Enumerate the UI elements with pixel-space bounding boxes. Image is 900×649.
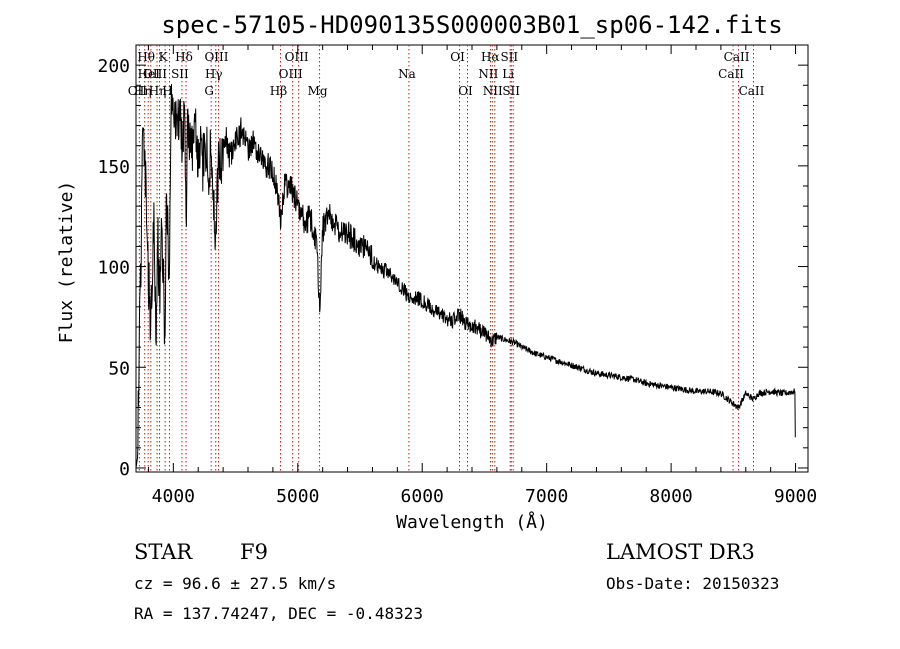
object-class: STAR — [134, 540, 193, 564]
line-label-2: Hθ — [137, 50, 155, 64]
line-label-8: SII — [171, 67, 189, 81]
line-label-19: OI — [458, 84, 473, 98]
object-subclass: F9 — [240, 540, 268, 564]
y-tick-label-3: 150 — [97, 157, 130, 178]
spectral-line-markers — [138, 45, 754, 472]
line-label-17: Na — [398, 67, 416, 81]
survey-label: LAMOST DR3 — [606, 540, 755, 564]
x-tick-label-2: 6000 — [401, 486, 444, 507]
axis-ticks: 4000 5000 6000 7000 8000 9000 0 50 100 150 200 — [97, 45, 817, 507]
line-label-24: SII — [500, 50, 518, 64]
line-label-14: OIII — [279, 67, 303, 81]
spectrum-series — [135, 84, 796, 469]
line-label-25: SII — [502, 84, 520, 98]
line-label-15: OIII — [285, 50, 309, 64]
line-label-12: OIII — [204, 50, 228, 64]
line-label-23: Li — [502, 67, 514, 81]
line-label-3: HeI — [138, 67, 161, 81]
line-label-16: Mg — [308, 84, 328, 98]
x-tick-label-0: 4000 — [152, 486, 195, 507]
line-label-26: CaII — [718, 67, 744, 81]
redshift-readout: cz = 96.6 ± 27.5 km/s — [134, 574, 337, 593]
line-label-11: Hγ — [205, 67, 223, 81]
x-tick-label-3: 7000 — [525, 486, 568, 507]
line-label-1: Hη — [134, 84, 152, 98]
x-tick-label-1: 5000 — [276, 486, 319, 507]
line-label-4: OIII — [143, 67, 167, 81]
line-label-10: G — [204, 84, 214, 98]
x-tick-label-4: 8000 — [649, 486, 692, 507]
chart-title: spec-57105-HD090135S000003B01_sp06-142.f… — [161, 11, 782, 39]
line-label-22: NII — [483, 84, 503, 98]
line-label-5: Hη — [149, 84, 167, 98]
line-label-0: OII — [128, 84, 148, 98]
observation-date: Obs-Date: 20150323 — [606, 574, 780, 593]
y-tick-label-0: 0 — [119, 459, 130, 480]
y-axis-label: Flux (relative) — [56, 181, 77, 344]
y-tick-label-2: 100 — [97, 258, 130, 279]
spectrum-line — [135, 84, 796, 469]
x-axis-label: Wavelength (Å) — [396, 511, 548, 533]
y-tick-label-1: 50 — [108, 358, 130, 379]
y-tick-label-4: 200 — [97, 56, 130, 77]
line-label-28: CaII — [739, 84, 765, 98]
x-tick-label-5: 9000 — [774, 486, 817, 507]
line-label-6: K — [159, 50, 169, 64]
plot-frame — [135, 44, 809, 473]
line-label-9: Hδ — [175, 50, 193, 64]
coordinates-readout: RA = 137.74247, DEC = -0.48323 — [134, 604, 423, 623]
line-label-21: Hα — [481, 50, 500, 64]
line-label-27: CaII — [724, 50, 750, 64]
line-label-7: H — [162, 84, 172, 98]
line-label-13: Hβ — [270, 84, 287, 98]
line-label-18: OI — [450, 50, 465, 64]
spectral-line-labels: OIIHηHθHeIOIIIHηKHSIIHδGHγOIIIHβOIIIOIII… — [128, 50, 765, 98]
line-label-20: NII — [478, 67, 498, 81]
